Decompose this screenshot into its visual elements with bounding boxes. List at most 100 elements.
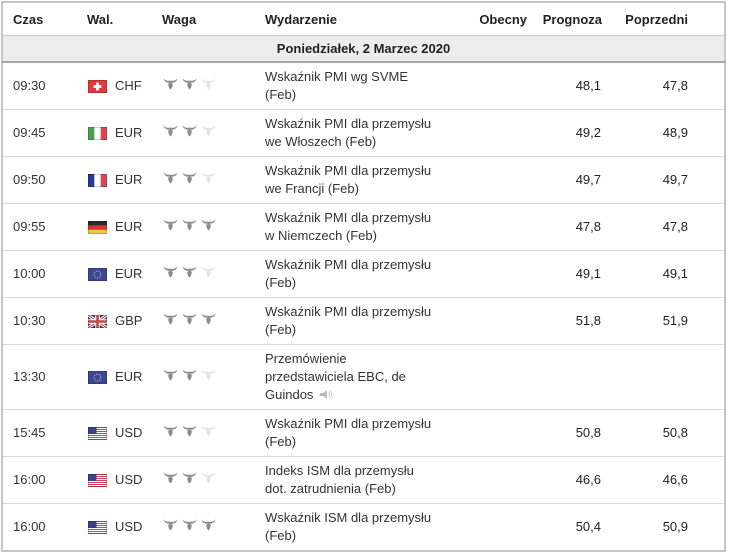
currency-code: USD	[115, 472, 143, 487]
event-title[interactable]: Wskaźnik PMI dla przemysłu we Francji (F…	[265, 163, 432, 196]
importance-cell	[157, 109, 252, 157]
time-cell: 15:45	[2, 409, 77, 457]
time-cell: 09:55	[2, 203, 77, 251]
event-title[interactable]: Wskaźnik PMI dla przemysłu (Feb)	[265, 304, 432, 337]
currency-code: EUR	[115, 172, 143, 187]
bull-icon	[163, 313, 178, 325]
flag-eu-icon	[88, 370, 107, 384]
event-row[interactable]: 09:45 EUR Wskaźnik PMI dla przemysłu we Wł…	[2, 109, 725, 157]
currency-code: EUR	[115, 125, 143, 140]
event-row[interactable]: 13:30 EUR Przemówienie przedstawiciela EBC…	[2, 344, 725, 410]
forecast-value: 51,8	[527, 297, 602, 345]
importance-cell	[157, 297, 252, 345]
bull-icon	[201, 78, 216, 90]
previous-value	[602, 344, 725, 410]
bull-icon	[182, 219, 197, 231]
importance-bulls	[158, 78, 216, 90]
previous-value: 49,7	[602, 156, 725, 204]
flag-germany-icon	[88, 220, 107, 234]
time-cell: 10:00	[2, 250, 77, 298]
importance-bulls	[158, 266, 216, 278]
event-title[interactable]: Przemówienie przedstawiciela EBC, de Gui…	[265, 351, 406, 402]
importance-cell	[157, 250, 252, 298]
speaker-icon	[320, 390, 333, 399]
bull-icon	[163, 425, 178, 437]
time-cell: 09:50	[2, 156, 77, 204]
flag-us-icon	[88, 473, 107, 487]
bull-icon	[163, 472, 178, 484]
event-cell: Wskaźnik PMI dla przemysłu (Feb)	[252, 297, 462, 345]
event-cell: Wskaźnik PMI dla przemysłu we Francji (F…	[252, 156, 462, 204]
currency-cell: EUR	[77, 156, 157, 204]
event-row[interactable]: 10:30 GBP Wskaźnik PMI dla przemysłu (Feb)…	[2, 297, 725, 345]
flag-switzerland-icon	[88, 79, 107, 93]
importance-bulls	[158, 369, 216, 381]
event-title[interactable]: Wskaźnik PMI dla przemysłu we Włoszech (…	[265, 116, 432, 149]
bull-icon	[201, 219, 216, 231]
time-cell: 09:45	[2, 109, 77, 157]
event-title[interactable]: Wskaźnik PMI dla przemysłu (Feb)	[265, 416, 432, 449]
previous-value: 49,1	[602, 250, 725, 298]
bull-icon	[201, 369, 216, 381]
event-row[interactable]: 09:55 EUR Wskaźnik PMI dla przemysłu w Nie…	[2, 203, 725, 251]
actual-value	[462, 62, 527, 110]
column-header-time: Czas	[2, 2, 77, 36]
event-row[interactable]: 15:45 USD Wskaźnik PMI dla przemysłu (Feb)…	[2, 409, 725, 457]
date-row: Poniedziałek, 2 Marzec 2020	[2, 35, 725, 63]
currency-code: USD	[115, 425, 143, 440]
bull-icon	[163, 519, 178, 531]
bull-icon	[201, 266, 216, 278]
event-title[interactable]: Wskaźnik PMI dla przemysłu w Niemczech (…	[265, 210, 432, 243]
event-title[interactable]: Wskaźnik ISM dla przemysłu (Feb)	[265, 510, 432, 543]
actual-value	[462, 156, 527, 204]
currency-code: EUR	[115, 266, 143, 281]
flag-us-icon	[88, 520, 107, 534]
bull-icon	[182, 472, 197, 484]
importance-bulls	[158, 172, 216, 184]
forecast-value	[527, 344, 602, 410]
bull-icon	[201, 425, 216, 437]
currency-code: EUR	[115, 369, 143, 384]
previous-value: 50,8	[602, 409, 725, 457]
importance-bulls	[158, 219, 216, 231]
event-cell: Wskaźnik ISM dla przemysłu (Feb)	[252, 503, 462, 552]
event-row[interactable]: 16:00 USD Wskaźnik ISM dla przemysłu (Feb)…	[2, 503, 725, 552]
event-row[interactable]: 09:50 EUR Wskaźnik PMI dla przemysłu we Fr…	[2, 156, 725, 204]
previous-value: 48,9	[602, 109, 725, 157]
column-header-forecast: Prognoza	[527, 2, 602, 36]
bull-icon	[201, 472, 216, 484]
currency-cell: EUR	[77, 109, 157, 157]
event-row[interactable]: 09:30 CHF Wskaźnik PMI wg SVME (Feb) 48,1 47…	[2, 62, 725, 110]
bull-icon	[182, 78, 197, 90]
column-header-event: Wydarzenie	[252, 2, 462, 36]
event-cell: Wskaźnik PMI dla przemysłu we Włoszech (…	[252, 109, 462, 157]
event-title[interactable]: Indeks ISM dla przemysłu dot. zatrudnien…	[265, 463, 414, 496]
column-header-importance: Waga	[157, 2, 252, 36]
currency-code: GBP	[115, 313, 143, 328]
importance-bulls	[158, 313, 216, 325]
event-row[interactable]: 10:00 EUR Wskaźnik PMI dla przemysłu (Feb)…	[2, 250, 725, 298]
currency-cell: EUR	[77, 250, 157, 298]
forecast-value: 49,2	[527, 109, 602, 157]
bull-icon	[201, 313, 216, 325]
importance-cell	[157, 503, 252, 552]
currency-cell: USD	[77, 409, 157, 457]
importance-bulls	[158, 425, 216, 437]
previous-value: 47,8	[602, 203, 725, 251]
event-cell: Indeks ISM dla przemysłu dot. zatrudnien…	[252, 456, 462, 504]
event-row[interactable]: 16:00 USD Indeks ISM dla przemysłu dot. za…	[2, 456, 725, 504]
flag-uk-icon	[88, 314, 107, 328]
bull-icon	[182, 266, 197, 278]
forecast-value: 47,8	[527, 203, 602, 251]
forecast-value: 46,6	[527, 456, 602, 504]
currency-cell: GBP	[77, 297, 157, 345]
event-title[interactable]: Wskaźnik PMI dla przemysłu (Feb)	[265, 257, 432, 290]
currency-code: CHF	[115, 78, 142, 93]
importance-cell	[157, 62, 252, 110]
importance-cell	[157, 203, 252, 251]
importance-bulls	[158, 472, 216, 484]
importance-cell	[157, 456, 252, 504]
event-title[interactable]: Wskaźnik PMI wg SVME (Feb)	[265, 69, 409, 102]
previous-value: 51,9	[602, 297, 725, 345]
